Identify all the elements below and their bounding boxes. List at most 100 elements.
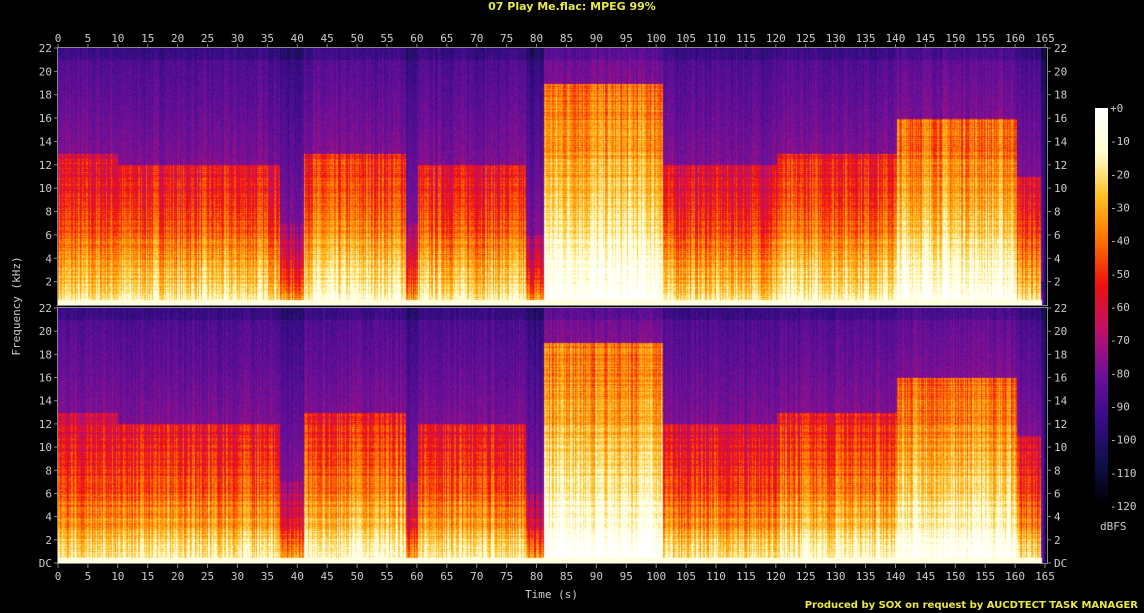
x-tick-label-top: 120 — [766, 32, 786, 45]
y-tick-label-left: DC — [39, 557, 52, 570]
x-tick-label-bottom: 60 — [410, 570, 423, 583]
x-tick-label-bottom: 95 — [620, 570, 633, 583]
colorbar-tick-label: -110 — [1110, 467, 1137, 480]
plot-frame-2 — [57, 307, 1048, 564]
x-tick-label-top: 125 — [796, 32, 816, 45]
x-tick-label-bottom: 40 — [291, 570, 304, 583]
y-tick-label-right: 4 — [1054, 252, 1061, 265]
x-tick-label-bottom: 15 — [141, 570, 154, 583]
x-tick-label-top: 135 — [856, 32, 876, 45]
y-tick-label-left: 6 — [45, 487, 52, 500]
x-tick-label-bottom: 135 — [856, 570, 876, 583]
y-tick-label-left: 4 — [45, 511, 52, 524]
x-tick-label-bottom: 0 — [55, 570, 62, 583]
x-tick-label-top: 0 — [55, 32, 62, 45]
x-tick-label-top: 95 — [620, 32, 633, 45]
y-tick-label-right: 6 — [1054, 229, 1061, 242]
y-tick-label-right: 16 — [1054, 372, 1067, 385]
plot-frame-1 — [57, 47, 1048, 306]
x-tick-label-top: 145 — [915, 32, 935, 45]
chart-title: 07 Play Me.flac: MPEG 99% — [488, 0, 656, 13]
x-tick-label-top: 5 — [85, 32, 92, 45]
y-tick-label-right: 14 — [1054, 395, 1068, 408]
x-tick-label-top: 130 — [826, 32, 846, 45]
x-tick-label-bottom: 85 — [560, 570, 573, 583]
y-tick-label-right: 16 — [1054, 112, 1067, 125]
colorbar — [1095, 108, 1108, 506]
x-tick-label-bottom: 160 — [1005, 570, 1025, 583]
y-tick-label-right: 22 — [1054, 302, 1067, 315]
colorbar-tick-label: -90 — [1110, 401, 1130, 414]
colorbar-tick-label: -100 — [1110, 434, 1137, 447]
x-tick-label-bottom: 5 — [85, 570, 92, 583]
x-tick-label-top: 45 — [321, 32, 334, 45]
x-tick-label-bottom: 70 — [470, 570, 483, 583]
y-tick-label-right: 10 — [1054, 182, 1067, 195]
x-tick-label-bottom: 35 — [261, 570, 274, 583]
x-tick-label-top: 25 — [201, 32, 214, 45]
x-tick-label-bottom: 75 — [500, 570, 513, 583]
x-tick-label-top: 10 — [111, 32, 124, 45]
y-tick-label-left: 2 — [45, 534, 52, 547]
x-tick-label-top: 35 — [261, 32, 274, 45]
y-tick-label-right: 14 — [1054, 135, 1068, 148]
x-tick-label-top: 90 — [590, 32, 603, 45]
x-tick-label-top: 150 — [945, 32, 965, 45]
x-tick-label-bottom: 145 — [915, 570, 935, 583]
colorbar-tick-label: -80 — [1110, 367, 1130, 380]
y-tick-label-right: 2 — [1054, 276, 1061, 289]
x-tick-label-bottom: 155 — [975, 570, 995, 583]
y-tick-label-right: DC — [1054, 557, 1067, 570]
y-tick-label-left: 18 — [39, 89, 52, 102]
x-tick-label-bottom: 50 — [350, 570, 363, 583]
y-tick-label-left: 10 — [39, 182, 52, 195]
x-tick-label-top: 55 — [380, 32, 393, 45]
x-tick-label-top: 85 — [560, 32, 573, 45]
spectrogram-channel-2 — [58, 308, 1046, 563]
colorbar-tick-label: -20 — [1110, 168, 1130, 181]
y-tick-label-right: 8 — [1054, 464, 1061, 477]
x-tick-label-top: 30 — [231, 32, 244, 45]
x-tick-label-top: 155 — [975, 32, 995, 45]
x-tick-label-top: 100 — [646, 32, 666, 45]
colorbar-tick-label: +0 — [1110, 102, 1123, 115]
y-tick-label-left: 20 — [39, 325, 52, 338]
y-tick-label-left: 8 — [45, 206, 52, 219]
x-tick-label-bottom: 115 — [736, 570, 756, 583]
colorbar-tick-label: -40 — [1110, 235, 1130, 248]
colorbar-tick-label: -50 — [1110, 268, 1130, 281]
y-tick-label-left: 6 — [45, 229, 52, 242]
x-tick-label-top: 60 — [410, 32, 423, 45]
y-tick-label-right: 2 — [1054, 534, 1061, 547]
x-tick-label-bottom: 30 — [231, 570, 244, 583]
y-tick-label-right: 8 — [1054, 206, 1061, 219]
x-tick-label-bottom: 80 — [530, 570, 543, 583]
x-tick-label-top: 15 — [141, 32, 154, 45]
y-tick-label-right: 20 — [1054, 325, 1067, 338]
x-tick-label-top: 65 — [440, 32, 453, 45]
x-tick-label-top: 40 — [291, 32, 304, 45]
x-tick-label-bottom: 100 — [646, 570, 666, 583]
y-tick-label-left: 20 — [39, 65, 52, 78]
y-tick-label-right: 12 — [1054, 418, 1067, 431]
x-tick-label-top: 165 — [1035, 32, 1055, 45]
y-tick-label-left: 14 — [39, 135, 53, 148]
x-tick-label-top: 110 — [706, 32, 726, 45]
y-tick-label-left: 18 — [39, 348, 52, 361]
x-tick-label-top: 80 — [530, 32, 543, 45]
y-tick-label-left: 22 — [39, 42, 52, 55]
x-tick-label-top: 75 — [500, 32, 513, 45]
credit-text: Produced by SOX on request by AUCDTECT T… — [804, 600, 1138, 611]
x-tick-label-bottom: 110 — [706, 570, 726, 583]
x-tick-label-top: 20 — [171, 32, 184, 45]
x-tick-label-bottom: 125 — [796, 570, 816, 583]
x-tick-label-bottom: 20 — [171, 570, 184, 583]
x-axis-label: Time (s) — [525, 588, 578, 601]
x-tick-label-top: 115 — [736, 32, 756, 45]
x-tick-label-bottom: 120 — [766, 570, 786, 583]
colorbar-tick-label: -10 — [1110, 135, 1130, 148]
y-tick-label-right: 4 — [1054, 511, 1061, 524]
colorbar-tick-label: -30 — [1110, 202, 1130, 215]
colorbar-tick-label: -70 — [1110, 334, 1130, 347]
